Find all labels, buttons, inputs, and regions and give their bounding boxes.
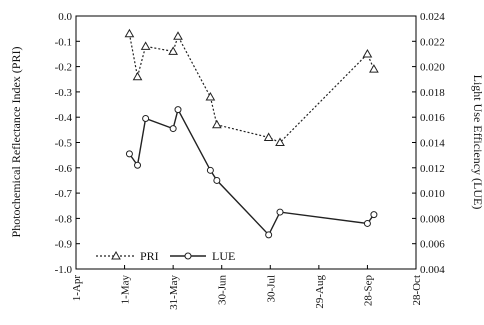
left-y-tick-label: -0.7 (55, 188, 73, 200)
left-y-tick-label: -0.4 (55, 112, 73, 124)
left-y-tick-label: -0.3 (55, 87, 73, 99)
left-y-tick-label: -1.0 (55, 264, 73, 276)
legend: PRI LUE (96, 249, 235, 263)
left-y-tick-label: -0.5 (55, 138, 73, 150)
data-point-lue (134, 161, 142, 169)
right-y-ticks: 0.024 0.022 0.020 0.018 0.016 0.014 0.012 0.010… (412, 11, 445, 276)
data-point-pri (263, 132, 274, 141)
data-point-lue (276, 208, 284, 216)
legend-marker-lue (184, 252, 192, 260)
data-point-lue (174, 106, 182, 114)
right-y-tick-label: 0.006 (420, 239, 445, 251)
right-y-tick-label: 0.014 (420, 138, 445, 150)
right-y-tick-label: 0.022 (420, 36, 445, 48)
right-y-tick-label: 0.004 (420, 264, 445, 276)
data-point-lue (169, 125, 177, 133)
left-y-tick-label: -0.9 (55, 239, 73, 251)
data-point-pri (132, 71, 143, 81)
x-tick-label: 31-May (168, 275, 180, 310)
series-line-pri (128, 33, 375, 144)
data-point-pri (369, 64, 379, 73)
data-point-lue (142, 114, 150, 122)
right-y-tick-label: 0.020 (420, 62, 445, 74)
x-tick-label: 28-Sep (362, 275, 374, 307)
left-y-tick-label: -0.8 (55, 213, 73, 225)
data-point-pri (205, 91, 216, 101)
data-point-lue (370, 211, 378, 219)
right-y-tick-label: 0.018 (420, 87, 445, 99)
right-y-tick-label: 0.010 (420, 188, 445, 200)
x-tick-label: 30-Jul (265, 275, 277, 303)
right-y-tick-label: 0.016 (420, 112, 445, 124)
x-tick-label: 1-Apr (71, 275, 83, 302)
x-ticks: 1-Apr 1-May 31-May 30-Jun 30-Jul 29-Aug 28-Sep… (71, 265, 423, 310)
data-point-lue (206, 166, 214, 174)
data-point-pri (275, 137, 285, 146)
data-point-lue (213, 176, 221, 184)
data-point-lue (265, 231, 273, 239)
data-point-lue (125, 150, 133, 158)
left-y-tick-label: 0.0 (58, 11, 72, 23)
data-point-pri (173, 31, 183, 40)
right-y-tick-label: 0.008 (420, 213, 445, 225)
x-tick-label: 1-May (120, 275, 132, 305)
data-point-pri (124, 28, 135, 38)
right-y-tick-label: 0.024 (420, 11, 445, 23)
legend-label-pri: PRI (140, 249, 159, 263)
legend-marker-pri (111, 250, 121, 260)
y-axis-title-left: Photochemical Reflectance Index (PRI) (9, 47, 23, 238)
left-y-ticks: 0.0 -0.1 -0.2 -0.3 -0.4 -0.5 -0.6 -0.7 -0.8 -0.9 -… (55, 11, 80, 276)
left-y-tick-label: -0.1 (55, 36, 72, 48)
data-point-pri (362, 48, 373, 58)
data-point-pri (140, 41, 151, 50)
series-layer (124, 28, 379, 239)
x-tick-label: 29-Aug (314, 275, 326, 309)
data-point-pri (211, 119, 222, 129)
legend-label-lue: LUE (212, 249, 235, 263)
x-tick-label: 30-Jun (217, 275, 229, 305)
left-y-tick-label: -0.2 (55, 62, 72, 74)
x-tick-label: 28-Oct (411, 275, 423, 306)
data-point-lue (363, 219, 371, 227)
left-y-tick-label: -0.6 (55, 163, 73, 175)
series-line-lue (128, 107, 375, 237)
y-axis-title-right: Light Use Efficiency (LUE) (471, 75, 484, 210)
right-y-tick-label: 0.012 (420, 163, 445, 175)
data-point-pri (168, 46, 179, 55)
